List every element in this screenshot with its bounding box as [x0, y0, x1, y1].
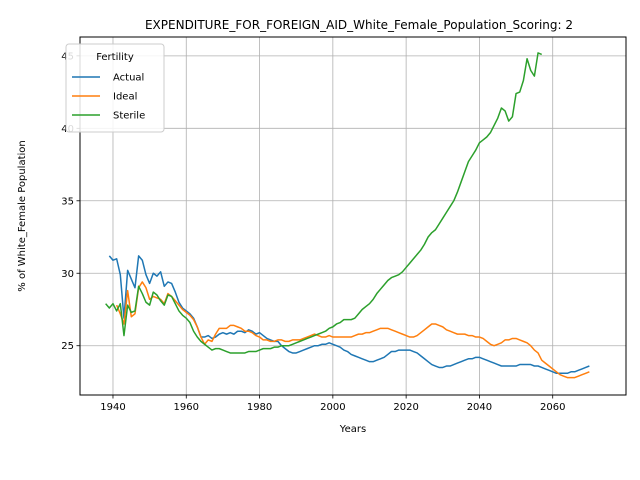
legend-box	[65, 43, 165, 133]
legend: Fertility Actual Ideal Sterile	[65, 43, 165, 133]
x-tick-label: 1960	[174, 402, 199, 413]
y-tick-label: 35	[61, 196, 74, 207]
series-line-sterile	[105, 52, 542, 354]
x-tick-label: 1940	[100, 402, 125, 413]
y-tick-label: 30	[61, 269, 74, 280]
x-tick-label: 2020	[393, 402, 418, 413]
legend-label-sterile: Sterile	[113, 111, 145, 122]
plot-area-frame	[79, 36, 627, 396]
x-tick-label: 2060	[540, 402, 565, 413]
series-lines	[105, 52, 590, 379]
axis-ticks: 19401960198020002020204020602530354045	[61, 51, 565, 413]
y-axis-label: % of White_Female Population	[17, 140, 28, 291]
series-line-ideal	[115, 281, 590, 379]
legend-label-ideal: Ideal	[113, 92, 137, 103]
x-axis-label: Years	[339, 424, 366, 435]
series-line-actual	[108, 255, 590, 375]
x-tick-label: 1980	[247, 402, 272, 413]
legend-title: Fertility	[96, 52, 134, 63]
x-tick-label: 2000	[320, 402, 345, 413]
legend-label-actual: Actual	[113, 73, 144, 84]
grid	[80, 37, 626, 395]
y-tick-label: 25	[61, 341, 74, 352]
x-tick-label: 2040	[467, 402, 492, 413]
chart-title: EXPENDITURE_FOR_FOREIGN_AID_White_Female…	[145, 18, 573, 32]
legend-entries: Actual Ideal Sterile	[72, 73, 145, 122]
